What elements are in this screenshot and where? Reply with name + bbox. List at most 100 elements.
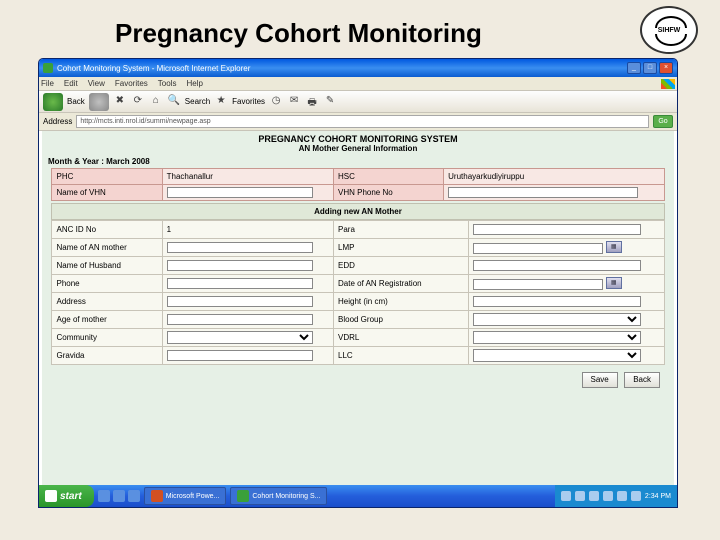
husband-input[interactable]	[167, 260, 313, 271]
llc-label: LLC	[334, 347, 469, 365]
ql-icon[interactable]	[128, 490, 140, 502]
mother-age-label: Age of mother	[52, 311, 162, 329]
llc-select[interactable]	[473, 349, 641, 362]
back-label: Back	[67, 97, 85, 106]
quick-launch	[98, 490, 140, 502]
vhn-name-input[interactable]	[167, 187, 313, 198]
back-button[interactable]	[43, 93, 63, 111]
phone-label: Phone	[52, 275, 162, 293]
mail-icon[interactable]: ✉	[287, 95, 301, 109]
maximize-button[interactable]: □	[643, 62, 657, 74]
blood-label: Blood Group	[334, 311, 469, 329]
start-button[interactable]: start	[39, 485, 94, 507]
address-label: Address	[43, 117, 72, 126]
edd-label: EDD	[334, 257, 469, 275]
ie-task-icon	[237, 490, 249, 502]
header-info-table: PHC Thachanallur HSC Uruthayarkudiyirupp…	[51, 168, 664, 201]
section-title: Adding new AN Mother	[51, 203, 664, 220]
lmp-calendar-icon[interactable]: ▦	[606, 241, 622, 253]
browser-window: Cohort Monitoring System - Microsoft Int…	[38, 58, 678, 508]
search-icon[interactable]: 🔍	[167, 95, 181, 109]
mother-name-label: Name of AN mother	[52, 239, 162, 257]
address-input-field[interactable]	[167, 296, 313, 307]
height-input[interactable]	[473, 296, 641, 307]
menu-edit[interactable]: Edit	[64, 79, 78, 88]
phone-input[interactable]	[167, 278, 313, 289]
print-icon[interactable]: 🖶	[305, 95, 319, 109]
system-tray: 2:34 PM	[555, 485, 677, 507]
menu-view[interactable]: View	[88, 79, 105, 88]
hsc-label: HSC	[334, 169, 444, 185]
minimize-button[interactable]: _	[627, 62, 641, 74]
slide-title: Pregnancy Cohort Monitoring	[115, 18, 482, 49]
windows-logo-icon	[661, 79, 675, 89]
taskbar: start Microsoft Powe... Cohort Monitorin…	[39, 485, 677, 507]
system-subtitle: AN Mother General Information	[42, 144, 674, 155]
ppt-icon	[151, 490, 163, 502]
tray-icon[interactable]	[617, 491, 627, 501]
address-input[interactable]: http://mcts.inti.nrol.id/summi/newpage.a…	[76, 115, 649, 128]
back-form-button[interactable]: Back	[624, 372, 660, 388]
close-button[interactable]: ×	[659, 62, 673, 74]
para-label: Para	[334, 221, 469, 239]
home-icon[interactable]: ⌂	[149, 95, 163, 109]
taskbar-item-powerpoint[interactable]: Microsoft Powe...	[144, 487, 227, 505]
phc-label: PHC	[52, 169, 162, 185]
height-label: Height (in cm)	[334, 293, 469, 311]
tray-icon[interactable]	[575, 491, 585, 501]
anc-id-value: 1	[162, 221, 333, 239]
system-title: PREGNANCY COHORT MONITORING SYSTEM	[42, 131, 674, 144]
edd-input[interactable]	[473, 260, 641, 271]
vdrl-select[interactable]	[473, 331, 641, 344]
community-select[interactable]	[167, 331, 313, 344]
lmp-input[interactable]	[473, 243, 604, 254]
address-label: Address	[52, 293, 162, 311]
para-input[interactable]	[473, 224, 641, 235]
edit-icon[interactable]: ✎	[323, 95, 337, 109]
ie-icon	[43, 63, 53, 73]
tray-icon[interactable]	[603, 491, 613, 501]
stop-icon[interactable]: ✖	[113, 95, 127, 109]
favorites-label: Favorites	[232, 97, 265, 106]
an-reg-calendar-icon[interactable]: ▦	[606, 277, 622, 289]
menu-help[interactable]: Help	[186, 79, 202, 88]
refresh-icon[interactable]: ⟳	[131, 95, 145, 109]
community-label: Community	[52, 329, 162, 347]
page-content: PREGNANCY COHORT MONITORING SYSTEM AN Mo…	[42, 131, 674, 485]
month-year-label: Month & Year : March 2008	[42, 155, 674, 168]
mother-form-table: ANC ID No 1 Para Name of AN mother LMP ▦…	[51, 220, 664, 365]
save-button[interactable]: Save	[582, 372, 618, 388]
mother-age-input[interactable]	[167, 314, 313, 325]
menu-favorites[interactable]: Favorites	[115, 79, 148, 88]
phc-value: Thachanallur	[162, 169, 333, 185]
blood-select[interactable]	[473, 313, 641, 326]
sihfw-logo: SIHFW	[640, 6, 698, 54]
window-title: Cohort Monitoring System - Microsoft Int…	[57, 64, 250, 73]
clock: 2:34 PM	[645, 493, 671, 500]
taskbar-item-ie[interactable]: Cohort Monitoring S...	[230, 487, 327, 505]
gravida-input[interactable]	[167, 350, 313, 361]
vdrl-label: VDRL	[334, 329, 469, 347]
search-label: Search	[185, 97, 210, 106]
address-bar: Address http://mcts.inti.nrol.id/summi/n…	[39, 113, 677, 131]
menu-tools[interactable]: Tools	[158, 79, 177, 88]
tray-icon[interactable]	[589, 491, 599, 501]
forward-button[interactable]	[89, 93, 109, 111]
an-reg-input[interactable]	[473, 279, 604, 290]
ql-icon[interactable]	[113, 490, 125, 502]
menu-bar: File Edit View Favorites Tools Help	[39, 77, 677, 91]
vhn-phone-input[interactable]	[448, 187, 638, 198]
an-reg-label: Date of AN Registration	[334, 275, 469, 293]
browser-toolbar: Back ✖ ⟳ ⌂ 🔍 Search ★ Favorites ◷ ✉ 🖶 ✎	[39, 91, 677, 113]
favorites-icon[interactable]: ★	[214, 95, 228, 109]
mother-name-input[interactable]	[167, 242, 313, 253]
ql-icon[interactable]	[98, 490, 110, 502]
tray-icon[interactable]	[631, 491, 641, 501]
gravida-label: Gravida	[52, 347, 162, 365]
vhn-phone-label: VHN Phone No	[334, 185, 444, 201]
menu-file[interactable]: File	[41, 79, 54, 88]
go-button[interactable]: Go	[653, 115, 673, 128]
lmp-label: LMP	[334, 239, 469, 257]
history-icon[interactable]: ◷	[269, 95, 283, 109]
tray-icon[interactable]	[561, 491, 571, 501]
